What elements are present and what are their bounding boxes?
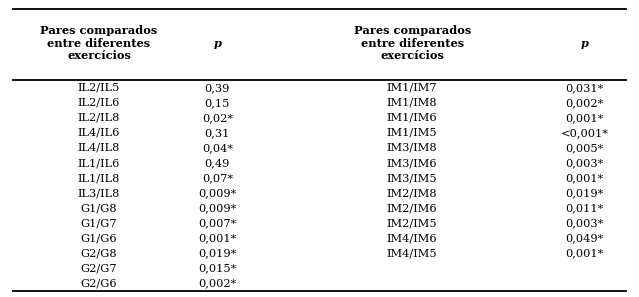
Text: IM2/IM5: IM2/IM5	[387, 218, 438, 228]
Text: p: p	[581, 37, 589, 49]
Text: IM1/IM8: IM1/IM8	[387, 98, 438, 108]
Text: IM3/IM5: IM3/IM5	[387, 173, 438, 183]
Text: <0,001*: <0,001*	[561, 128, 608, 138]
Text: G2/G7: G2/G7	[81, 263, 118, 274]
Text: IL2/IL6: IL2/IL6	[78, 98, 120, 108]
Text: 0,007*: 0,007*	[198, 218, 236, 228]
Text: 0,001*: 0,001*	[566, 248, 604, 258]
Text: 0,04*: 0,04*	[202, 143, 233, 153]
Text: IL2/IL8: IL2/IL8	[78, 113, 120, 123]
Text: 0,15: 0,15	[204, 98, 230, 108]
Text: 0,49: 0,49	[204, 158, 230, 168]
Text: 0,002*: 0,002*	[198, 279, 236, 288]
Text: 0,02*: 0,02*	[202, 113, 233, 123]
Text: G2/G8: G2/G8	[81, 248, 118, 258]
Text: G1/G8: G1/G8	[81, 203, 118, 213]
Text: 0,001*: 0,001*	[566, 173, 604, 183]
Text: IM1/IM6: IM1/IM6	[387, 113, 438, 123]
Text: IL2/IL5: IL2/IL5	[78, 83, 120, 93]
Text: 0,005*: 0,005*	[566, 143, 604, 153]
Text: 0,07*: 0,07*	[202, 173, 233, 183]
Text: 0,31: 0,31	[204, 128, 230, 138]
Text: 0,003*: 0,003*	[566, 158, 604, 168]
Text: 0,031*: 0,031*	[566, 83, 604, 93]
Text: 0,049*: 0,049*	[566, 233, 604, 243]
Text: 0,009*: 0,009*	[198, 188, 236, 198]
Text: 0,002*: 0,002*	[566, 98, 604, 108]
Text: IM2/IM8: IM2/IM8	[387, 188, 438, 198]
Text: IM1/IM7: IM1/IM7	[387, 83, 438, 93]
Text: 0,019*: 0,019*	[566, 188, 604, 198]
Text: IM4/IM5: IM4/IM5	[387, 248, 438, 258]
Text: 0,001*: 0,001*	[198, 233, 236, 243]
Text: 0,011*: 0,011*	[566, 203, 604, 213]
Text: IM4/IM6: IM4/IM6	[387, 233, 438, 243]
Text: IM2/IM6: IM2/IM6	[387, 203, 438, 213]
Text: IL1/IL8: IL1/IL8	[78, 173, 120, 183]
Text: IM1/IM5: IM1/IM5	[387, 128, 438, 138]
Text: Pares comparados
entre diferentes
exercícios: Pares comparados entre diferentes exercí…	[40, 25, 158, 61]
Text: IM3/IM8: IM3/IM8	[387, 143, 438, 153]
Text: 0,009*: 0,009*	[198, 203, 236, 213]
Text: IL4/IL6: IL4/IL6	[78, 128, 120, 138]
Text: p: p	[213, 37, 221, 49]
Text: 0,003*: 0,003*	[566, 218, 604, 228]
Text: 0,39: 0,39	[204, 83, 230, 93]
Text: 0,015*: 0,015*	[198, 263, 236, 274]
Text: IL1/IL6: IL1/IL6	[78, 158, 120, 168]
Text: Pares comparados
entre diferentes
exercícios: Pares comparados entre diferentes exercí…	[353, 25, 471, 61]
Text: G2/G6: G2/G6	[81, 279, 118, 288]
Text: 0,019*: 0,019*	[198, 248, 236, 258]
Text: IM3/IM6: IM3/IM6	[387, 158, 438, 168]
Text: G1/G7: G1/G7	[81, 218, 118, 228]
Text: G1/G6: G1/G6	[81, 233, 118, 243]
Text: IL3/IL8: IL3/IL8	[78, 188, 120, 198]
Text: IL4/IL8: IL4/IL8	[78, 143, 120, 153]
Text: 0,001*: 0,001*	[566, 113, 604, 123]
